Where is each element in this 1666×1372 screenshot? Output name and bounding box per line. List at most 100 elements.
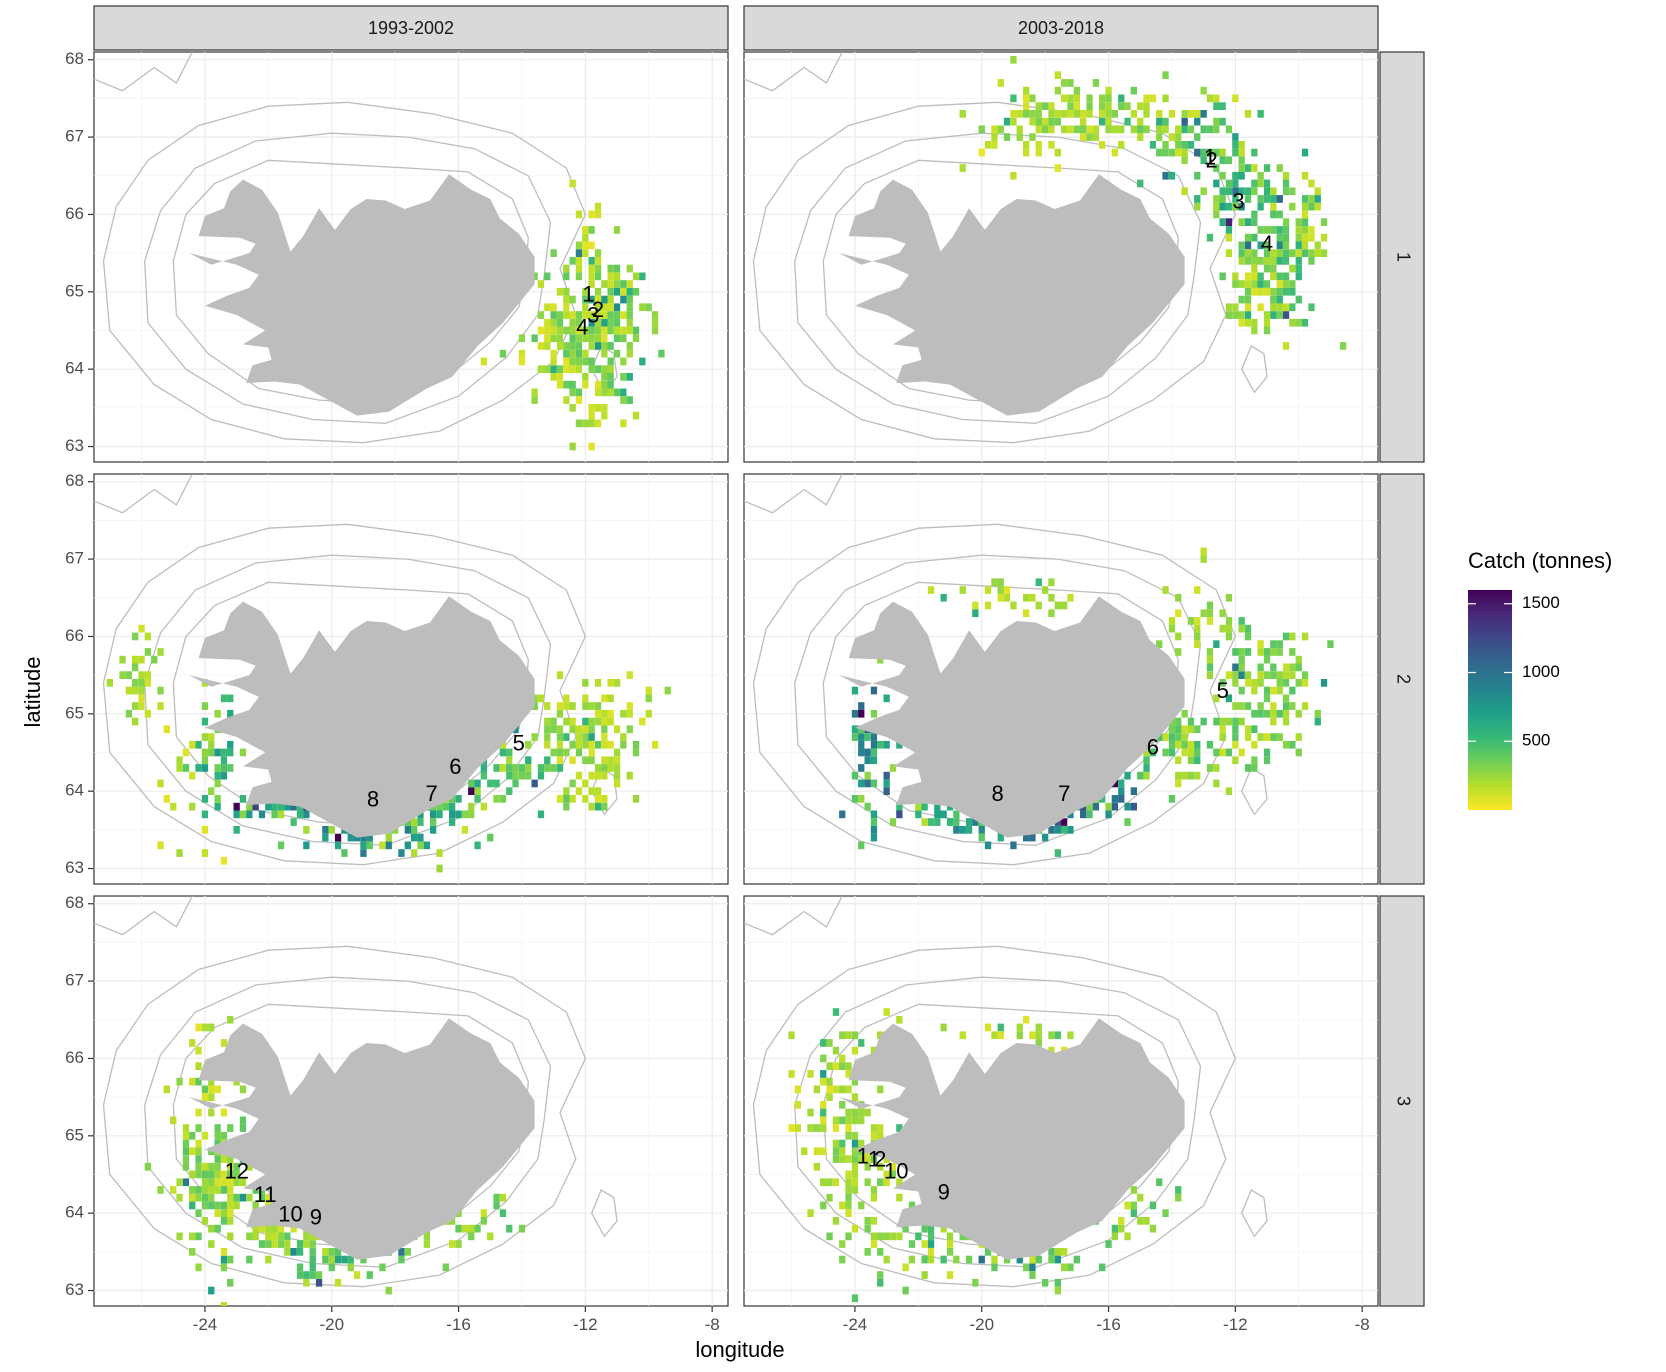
catch-cell [1263, 280, 1271, 288]
catch-cell [1282, 671, 1290, 679]
catch-cell [563, 326, 570, 335]
catch-cell [582, 679, 589, 687]
catch-cell [575, 318, 583, 327]
strip-1993-2002 [93, 5, 729, 51]
catch-cell [864, 1108, 871, 1117]
catch-cell [1143, 756, 1150, 765]
catch-cell [1137, 179, 1144, 188]
catch-cell [601, 411, 608, 420]
catch-cell [1181, 771, 1188, 780]
depth-contour-mid [794, 132, 1202, 424]
catch-cell [594, 303, 602, 312]
catch-cell [940, 1023, 947, 1032]
catch-cell [651, 740, 659, 749]
catch-cell [832, 1155, 840, 1163]
y-axis-title: latitude [20, 657, 45, 728]
catch-cell [214, 764, 221, 772]
catch-cell [588, 725, 595, 734]
catch-cell [889, 764, 897, 772]
catch-cell [1232, 663, 1239, 672]
catch-cell [563, 694, 570, 703]
catch-cell [620, 419, 627, 428]
catch-cell [1035, 1023, 1042, 1032]
catch-cell [1092, 125, 1099, 134]
catch-cell [569, 318, 576, 327]
catch-cell [601, 795, 608, 803]
catch-cell [626, 264, 633, 273]
catch-cell [607, 295, 614, 304]
catch-cell [1232, 272, 1239, 281]
catch-cell [594, 264, 602, 273]
catch-cell [1061, 601, 1068, 610]
catch-cell [1213, 694, 1220, 703]
catch-cell [1257, 280, 1264, 288]
catch-cell [1105, 802, 1112, 811]
catch-cell [1016, 1255, 1023, 1264]
catch-cell [594, 287, 602, 296]
catch-cell [1282, 717, 1290, 726]
catch-cell [1067, 1263, 1074, 1272]
catch-cell [1251, 280, 1258, 288]
catch-cell [851, 1116, 859, 1125]
catch-cell [208, 1193, 215, 1202]
catch-cell [1244, 272, 1252, 281]
catch-cell [1232, 733, 1239, 741]
catch-cell [125, 671, 132, 679]
catch-cell [1111, 1224, 1118, 1233]
catch-cell [839, 1054, 846, 1063]
depth-contour-outer [752, 101, 1237, 444]
catch-cell [877, 1124, 884, 1132]
catch-cell [1225, 187, 1233, 196]
catch-cell [575, 334, 583, 343]
catch-cell [851, 1093, 859, 1101]
catch-cell [601, 342, 608, 350]
catch-cell [575, 419, 583, 428]
catch-cell [328, 1263, 335, 1272]
catch-cell [1175, 733, 1182, 741]
catch-cell [594, 257, 602, 265]
catch-cell [176, 1232, 183, 1241]
catch-cell [582, 226, 589, 234]
catch-cell [138, 686, 145, 695]
catch-cell [506, 787, 513, 795]
catch-cell [921, 1271, 928, 1279]
catch-cell [1194, 202, 1201, 211]
catch-cell [468, 810, 475, 819]
catch-cell [1270, 287, 1277, 296]
catch-cell [788, 1124, 795, 1132]
catch-cell [1175, 141, 1182, 149]
catch-cell [1175, 740, 1182, 749]
catch-cell [1257, 709, 1264, 718]
catch-cell [303, 1278, 310, 1287]
catch-cell [582, 303, 589, 312]
catch-cell [132, 717, 139, 726]
catch-cell [896, 1124, 903, 1132]
catch-cell [877, 1085, 884, 1094]
catch-cell [277, 1240, 285, 1248]
catch-cell [984, 841, 992, 850]
catch-cell [1289, 632, 1296, 641]
catch-cell [531, 334, 538, 343]
catch-cell [896, 1015, 903, 1024]
catch-cell [1282, 632, 1290, 641]
catch-cell [1244, 280, 1252, 288]
catch-cell [544, 303, 551, 312]
catch-cell [601, 740, 608, 749]
catch-cell [176, 1193, 183, 1202]
catch-cell [1251, 210, 1258, 219]
catch-cell [347, 833, 354, 842]
catch-cell [1143, 94, 1150, 103]
catch-cell [208, 1170, 215, 1179]
catch-cell [613, 272, 621, 281]
catch-cell [588, 272, 595, 281]
catch-cell [430, 818, 437, 826]
area-label: 2 [1205, 148, 1217, 173]
strip-2003-2018 [743, 5, 1379, 51]
catch-cell [1244, 648, 1252, 656]
catch-cell [626, 709, 633, 718]
depth-contour-outer [752, 523, 1237, 866]
catch-cell [1162, 148, 1169, 157]
catch-cell [480, 1217, 487, 1225]
catch-cell [455, 1224, 462, 1233]
